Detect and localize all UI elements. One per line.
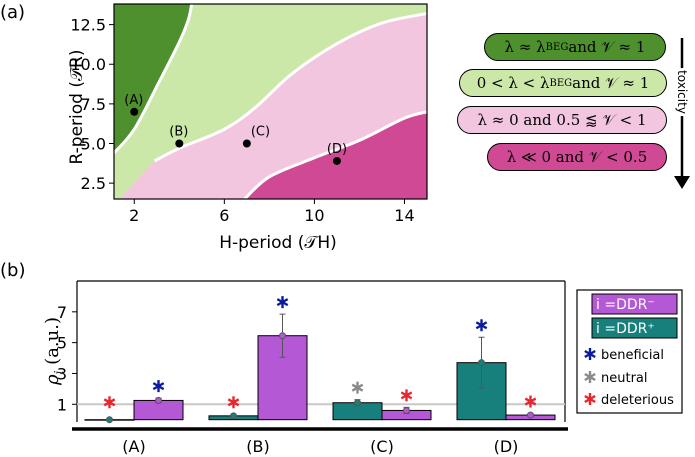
legend-item-dark-green: λ ≈ λ BEG and 𝒱 ≈ 1 (484, 33, 666, 61)
phase-diagram-frame (113, 3, 428, 200)
mean-point (527, 411, 534, 419)
panel-a-label: (a) (0, 2, 25, 23)
toxicity-label: toxicity (669, 62, 695, 122)
panel-b-ylabel: ρi (a.u.) (42, 317, 66, 386)
ylabel-symbol: ρ (42, 374, 63, 386)
legend-label-beneficial: beneficial (601, 348, 664, 363)
point-label: (A) (124, 93, 143, 108)
legend-item-light-pink: λ ≈ 0 and 0.5 ⪅ 𝒱 < 1 (457, 106, 667, 134)
toxicity-label-text: toxicity (675, 68, 690, 116)
panel-a-ylabel: R-period (𝒯R) (67, 50, 87, 165)
x-tick-label: 6 (219, 206, 229, 225)
deleterious-icon (524, 395, 537, 408)
y-tick-label: 7.5 (81, 95, 106, 114)
y-tick-label: 3 (57, 364, 67, 383)
phase-diagram-axes: 2 6 10 14 2.5 5.0 7.5 10.0 12.5 (70, 16, 414, 225)
mean-point (230, 412, 237, 420)
x-tick-label: 10 (304, 206, 324, 225)
bar-chart: 1 3 5 7 (A) (B) (C) (D) (57, 296, 568, 456)
mean-point (155, 396, 162, 404)
point-label: (D) (327, 142, 347, 157)
deleterious-icon (400, 389, 413, 402)
legend-item-dark-pink: λ ≪ 0 and 𝒱 < 0.5 (487, 143, 667, 171)
mean-point (279, 332, 286, 340)
y-tick-label: 5.0 (81, 135, 106, 154)
region-boundary (243, 110, 427, 199)
region-dark-green (114, 4, 192, 154)
legend-item-dark-green-text: λ ≈ λ (504, 38, 546, 56)
y-tick-label: 2.5 (81, 174, 106, 193)
point-d (332, 156, 341, 165)
point-b (175, 139, 184, 148)
x-tick-label: 14 (394, 206, 414, 225)
legend-item-light-pink-text: λ ≈ 0 and 0.5 ⪅ 𝒱 < 1 (477, 111, 647, 129)
point-c (242, 139, 251, 148)
legend-item-dark-pink-text: λ ≪ 0 and 𝒱 < 0.5 (506, 148, 648, 166)
phase-diagram: (A) (B) (C) (D) (113, 3, 428, 200)
y-tick-label: 12.5 (70, 16, 106, 35)
legend-item-light-green-sub: BEG (549, 77, 573, 89)
toxicity-arrow-head-icon (674, 176, 690, 189)
neutral-icon (351, 381, 364, 394)
y-tick-label: 7 (57, 303, 67, 322)
point-label: (C) (251, 125, 270, 140)
ylabel-unit: (a.u.) (42, 317, 63, 371)
y-tick-label: 1 (57, 395, 67, 414)
y-tick-label: 10.0 (70, 55, 106, 74)
legend-item-light-green: 0 < λ < λ BEG and 𝒱 ≈ 1 (459, 69, 667, 97)
category-label: (C) (370, 437, 394, 456)
mean-point (403, 406, 410, 414)
mean-point (354, 399, 361, 407)
panel-a-xlabel: H-period (𝒯H) (219, 233, 337, 253)
legend-label-deleterious: deleterious (601, 393, 674, 408)
mean-point (478, 359, 485, 367)
ylabel-subscript: i (52, 370, 66, 374)
x-tick-label: 2 (129, 206, 139, 225)
legend-label-ddr-minus: i =DDR⁻ (596, 297, 655, 313)
point-label: (B) (169, 125, 188, 140)
category-label: (A) (122, 437, 145, 456)
deleterious-icon (103, 396, 116, 409)
category-label: (B) (246, 437, 269, 456)
deleterious-icon (584, 393, 596, 405)
legend-swatch-ddr-plus (591, 317, 678, 339)
deleterious-icon (227, 396, 240, 409)
legend-item-light-green-rest: and 𝒱 ≈ 1 (572, 74, 650, 92)
point-a (130, 107, 139, 116)
beneficial-icon (276, 296, 289, 309)
panel-b-label: (b) (0, 260, 25, 281)
region-dark-pink (244, 111, 427, 199)
legend-item-dark-green-sub: BEG (545, 41, 569, 53)
legend-item-dark-green-rest: and 𝒱 ≈ 1 (568, 38, 646, 56)
legend-swatch-ddr-minus (591, 293, 678, 315)
legend-label-neutral: neutral (601, 371, 648, 386)
category-label: (D) (494, 437, 519, 456)
neutral-icon (584, 371, 596, 383)
legend-item-light-green-text: 0 < λ < λ (476, 74, 550, 92)
y-tick-label: 5 (57, 334, 67, 353)
mean-point (106, 416, 113, 424)
beneficial-icon (475, 319, 488, 332)
beneficial-icon (584, 348, 596, 360)
region-boundary (153, 12, 427, 163)
panel-b-legend: i =DDR⁻ i =DDR⁺ beneficial neutral delet… (576, 289, 683, 414)
legend-label-ddr-plus: i =DDR⁺ (596, 321, 655, 337)
region-boundary (114, 4, 194, 155)
beneficial-icon (152, 380, 165, 393)
